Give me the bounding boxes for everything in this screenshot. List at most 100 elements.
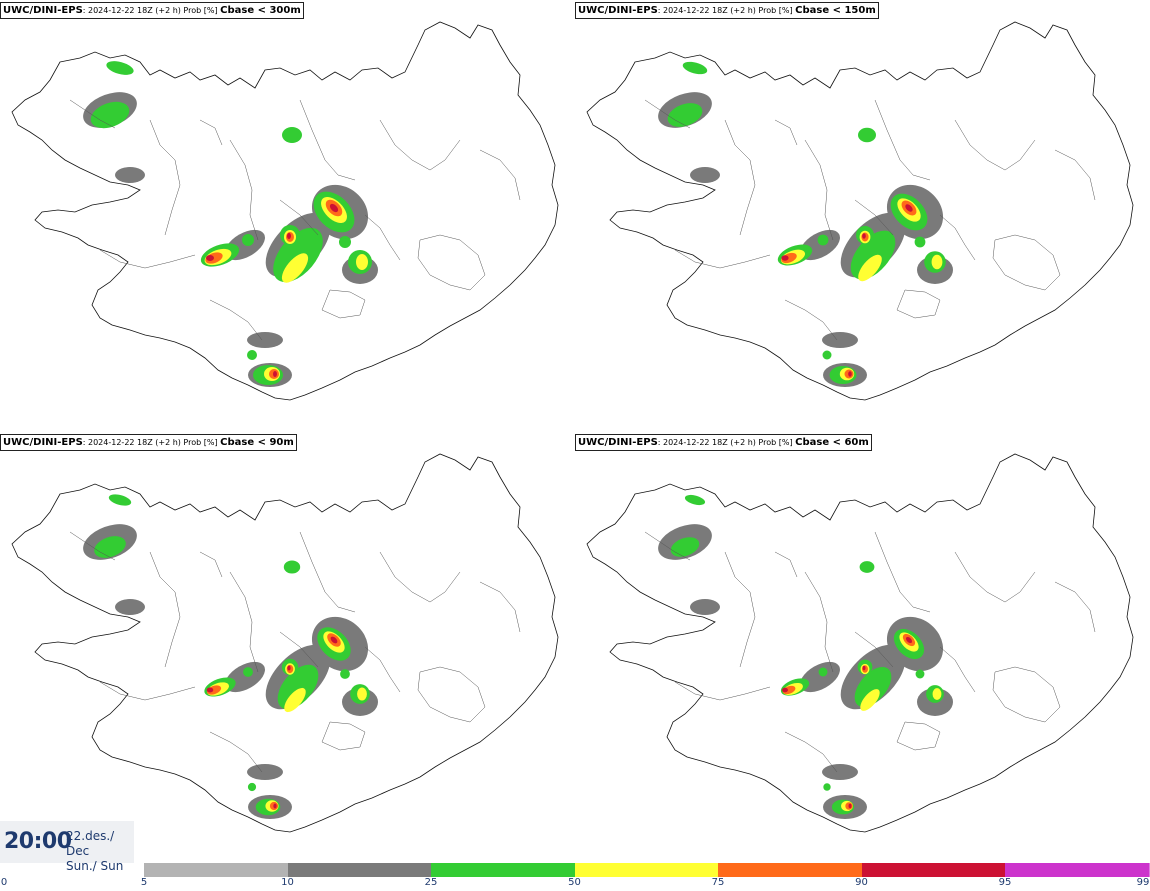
color-legend: 0 5 10 25 50 75 90 95 99 — [0, 863, 1150, 891]
terrain-contour — [774, 119, 798, 146]
prob-area-green — [282, 127, 302, 143]
map-panel-cbase-60: UWC/DINI-EPS: 2024-12-22 18Z (+2 h) Prob… — [575, 432, 1150, 862]
terrain-contour — [379, 119, 461, 171]
variable-name: Cbase < 60m — [795, 437, 869, 448]
terrain-contour — [199, 119, 223, 146]
prob-area-green — [914, 236, 926, 248]
run-info: : 2024-12-22 18Z (+2 h) Prob [%] — [82, 438, 221, 447]
iceland-probability-map — [586, 453, 1134, 833]
terrain-contour — [674, 249, 771, 269]
legend-tick-label: 99 — [1136, 877, 1150, 888]
prob-area-red — [862, 665, 866, 671]
legend-tick-label: 0 — [0, 877, 8, 888]
terrain-contour — [939, 214, 976, 261]
legend-tick-label: 90 — [855, 877, 868, 888]
prob-area-red — [329, 203, 339, 213]
iceland-probability-map — [586, 21, 1134, 401]
terrain-contour — [379, 551, 461, 603]
legend-color-swatch — [574, 863, 718, 877]
prob-area-green — [242, 234, 254, 246]
terrain-contour — [417, 666, 486, 723]
prob-area-red — [206, 255, 214, 261]
prob-area-green — [915, 669, 925, 679]
legend-tick-label: 25 — [424, 877, 438, 888]
terrain-contour — [364, 214, 401, 261]
prob-area-gray — [247, 764, 283, 780]
terrain-contour — [479, 149, 521, 201]
terrain-contour — [954, 119, 1036, 171]
terrain-contour — [199, 551, 223, 578]
model-name: UWC/DINI-EPS — [3, 437, 83, 448]
prob-area-green — [90, 101, 130, 129]
terrain-contour — [99, 249, 196, 269]
prob-area-green — [823, 783, 831, 791]
prob-area-green — [243, 667, 253, 677]
legend-color-swatch — [861, 863, 1005, 877]
prob-area-gray — [822, 332, 858, 348]
prob-area-gray — [247, 332, 283, 348]
terrain-contour — [149, 551, 181, 668]
prob-area-green — [247, 350, 257, 360]
legend-tick-label: 50 — [568, 877, 581, 888]
terrain-contour — [209, 299, 263, 341]
prob-area-red — [273, 803, 277, 809]
terrain-contour — [804, 139, 834, 241]
terrain-contour — [149, 119, 181, 236]
terrain-contour — [321, 289, 366, 319]
prob-area-gray — [115, 167, 145, 183]
legend-color-swatch — [1005, 863, 1149, 877]
terrain-contour — [229, 571, 259, 673]
panel-title: UWC/DINI-EPS: 2024-12-22 18Z (+2 h) Prob… — [575, 2, 879, 19]
prob-area-red — [287, 233, 291, 239]
iceland-probability-map — [11, 21, 559, 401]
iceland-coastline — [586, 21, 1134, 401]
terrain-contour — [874, 531, 931, 613]
prob-area-red — [330, 636, 338, 644]
prob-area-red — [848, 371, 852, 377]
prob-area-yellow — [931, 254, 943, 270]
map-panel-cbase-150: UWC/DINI-EPS: 2024-12-22 18Z (+2 h) Prob… — [575, 0, 1150, 430]
prob-area-green — [108, 494, 132, 506]
prob-area-red — [862, 233, 866, 239]
prob-area-yellow — [932, 688, 942, 700]
terrain-contour — [854, 199, 894, 236]
variable-name: Cbase < 150m — [795, 5, 876, 16]
run-info: : 2024-12-22 18Z (+2 h) Prob [%] — [657, 438, 796, 447]
prob-area-green — [283, 560, 301, 574]
iceland-coastline — [11, 21, 559, 401]
terrain-contour — [417, 234, 486, 291]
prob-area-yellow — [858, 254, 882, 282]
terrain-contour — [644, 531, 691, 561]
terrain-contour — [364, 646, 401, 693]
prob-area-yellow — [281, 253, 309, 283]
terrain-contour — [279, 631, 319, 668]
terrain-contour — [229, 139, 259, 241]
date-line-2: Sun./ Sun — [66, 859, 124, 873]
terrain-contour — [299, 531, 356, 613]
prob-area-green — [670, 537, 700, 557]
panel-title: UWC/DINI-EPS: 2024-12-22 18Z (+2 h) Prob… — [0, 2, 304, 19]
iceland-probability-map — [11, 453, 559, 833]
legend-tick-label: 75 — [711, 877, 725, 888]
prob-area-yellow — [284, 687, 306, 713]
prob-area-green — [818, 667, 828, 677]
terrain-contour — [774, 551, 798, 578]
legend-color-swatch — [1148, 863, 1150, 877]
terrain-contour — [479, 581, 521, 633]
prob-area-red — [782, 687, 788, 693]
model-name: UWC/DINI-EPS — [3, 5, 83, 16]
model-name: UWC/DINI-EPS — [578, 437, 658, 448]
terrain-contour — [896, 289, 941, 319]
terrain-contour — [854, 631, 894, 668]
prob-area-red — [848, 803, 852, 809]
valid-time-box: 20:00 22.des./ Dec Sun./ Sun — [0, 821, 134, 873]
terrain-contour — [992, 666, 1061, 723]
terrain-contour — [279, 199, 319, 236]
legend-color-swatch — [287, 863, 431, 877]
panel-title: UWC/DINI-EPS: 2024-12-22 18Z (+2 h) Prob… — [0, 434, 297, 451]
prob-area-yellow — [860, 689, 880, 711]
legend-color-swatch — [718, 863, 862, 877]
terrain-contour — [1054, 581, 1096, 633]
prob-area-green — [682, 61, 708, 75]
valid-date: 22.des./ Dec Sun./ Sun — [66, 829, 134, 874]
